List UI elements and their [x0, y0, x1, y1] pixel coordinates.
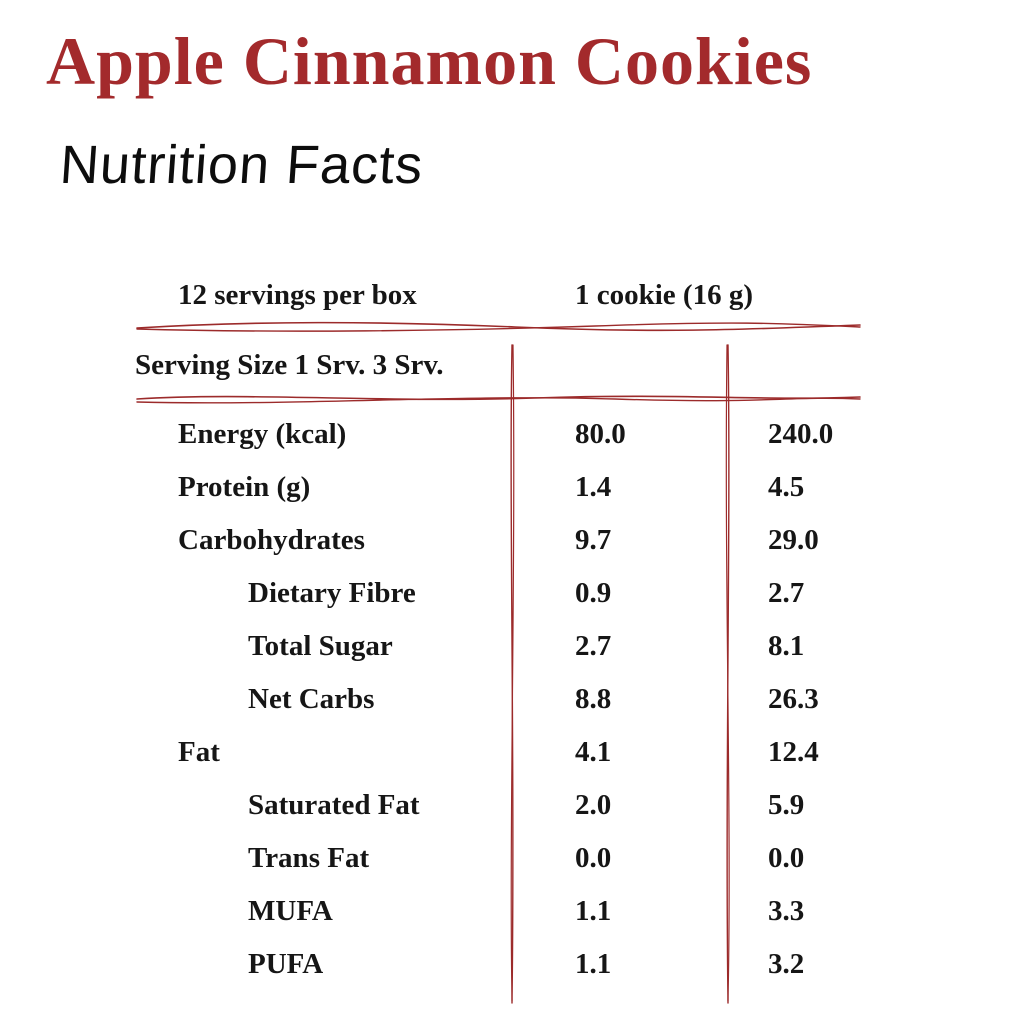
- nutrient-label: Dietary Fibre: [248, 577, 416, 609]
- nutrient-label: Net Carbs: [248, 683, 375, 715]
- value-per-1srv: 2.0: [575, 789, 612, 821]
- value-per-1srv: 9.7: [575, 524, 612, 556]
- hand-drawn-column-line-1: [507, 343, 517, 1007]
- table-row: Protein (g) 1.4 4.5: [135, 461, 862, 514]
- value-per-3srv: 240.0: [768, 418, 834, 450]
- nutrient-label: PUFA: [248, 948, 324, 980]
- table-row: Trans Fat 0.0 0.0: [135, 832, 862, 885]
- nutrient-label: Fat: [178, 736, 220, 768]
- nutrient-label: Protein (g): [178, 471, 311, 503]
- value-per-3srv: 12.4: [768, 736, 819, 768]
- table-row: Energy (kcal) 80.0 240.0: [135, 408, 862, 461]
- value-per-1srv: 1.1: [575, 948, 612, 980]
- column-header-serving-size: Serving Size: [135, 349, 288, 381]
- table-row: PUFA 1.1 3.2: [135, 938, 862, 991]
- nutrition-facts-subtitle: Nutrition Facts: [58, 135, 426, 195]
- table-header-row: Serving Size 1 Srv. 3 Srv.: [135, 338, 862, 392]
- servings-row: 12 servings per box 1 cookie (16 g): [135, 268, 862, 322]
- value-per-3srv: 29.0: [768, 524, 819, 556]
- serving-unit: 1 cookie (16 g): [575, 279, 753, 311]
- nutrient-rows: Energy (kcal) 80.0 240.0 Protein (g) 1.4…: [135, 408, 862, 991]
- value-per-1srv: 2.7: [575, 630, 612, 662]
- table-row: Net Carbs 8.8 26.3: [135, 673, 862, 726]
- table-row: Carbohydrates 9.7 29.0: [135, 514, 862, 567]
- table-row: MUFA 1.1 3.3: [135, 885, 862, 938]
- value-per-1srv: 8.8: [575, 683, 612, 715]
- hand-drawn-divider-header: [135, 390, 862, 408]
- servings-per-box: 12 servings per box: [178, 279, 417, 311]
- value-per-1srv: 4.1: [575, 736, 612, 768]
- table-row: Dietary Fibre 0.9 2.7: [135, 567, 862, 620]
- nutrient-label: Energy (kcal): [178, 418, 347, 450]
- nutrient-label: Carbohydrates: [178, 524, 365, 556]
- nutrient-label: Trans Fat: [248, 842, 370, 874]
- value-per-3srv: 26.3: [768, 683, 819, 715]
- hand-drawn-divider-top: [135, 318, 862, 336]
- value-per-1srv: 0.9: [575, 577, 612, 609]
- value-per-1srv: 1.1: [575, 895, 612, 927]
- value-per-1srv: 0.0: [575, 842, 612, 874]
- value-per-3srv: 8.1: [768, 630, 805, 662]
- nutrient-label: MUFA: [248, 895, 333, 927]
- table-row: Total Sugar 2.7 8.1: [135, 620, 862, 673]
- hand-drawn-column-line-2: [723, 343, 733, 1007]
- value-per-3srv: 0.0: [768, 842, 805, 874]
- nutrient-label: Saturated Fat: [248, 789, 420, 821]
- value-per-3srv: 5.9: [768, 789, 805, 821]
- column-header-1srv: 1 Srv.: [294, 349, 366, 381]
- product-title: Apple Cinnamon Cookies: [46, 23, 813, 99]
- value-per-1srv: 1.4: [575, 471, 612, 503]
- value-per-3srv: 3.2: [768, 948, 805, 980]
- value-per-3srv: 4.5: [768, 471, 805, 503]
- table-row: Fat 4.1 12.4: [135, 726, 862, 779]
- nutrition-table: 12 servings per box 1 cookie (16 g) Serv…: [135, 268, 862, 1013]
- value-per-3srv: 2.7: [768, 577, 805, 609]
- table-row: Saturated Fat 2.0 5.9: [135, 779, 862, 832]
- value-per-3srv: 3.3: [768, 895, 805, 927]
- nutrient-label: Total Sugar: [248, 630, 393, 662]
- column-header-3srv: 3 Srv.: [372, 349, 444, 381]
- value-per-1srv: 80.0: [575, 418, 626, 450]
